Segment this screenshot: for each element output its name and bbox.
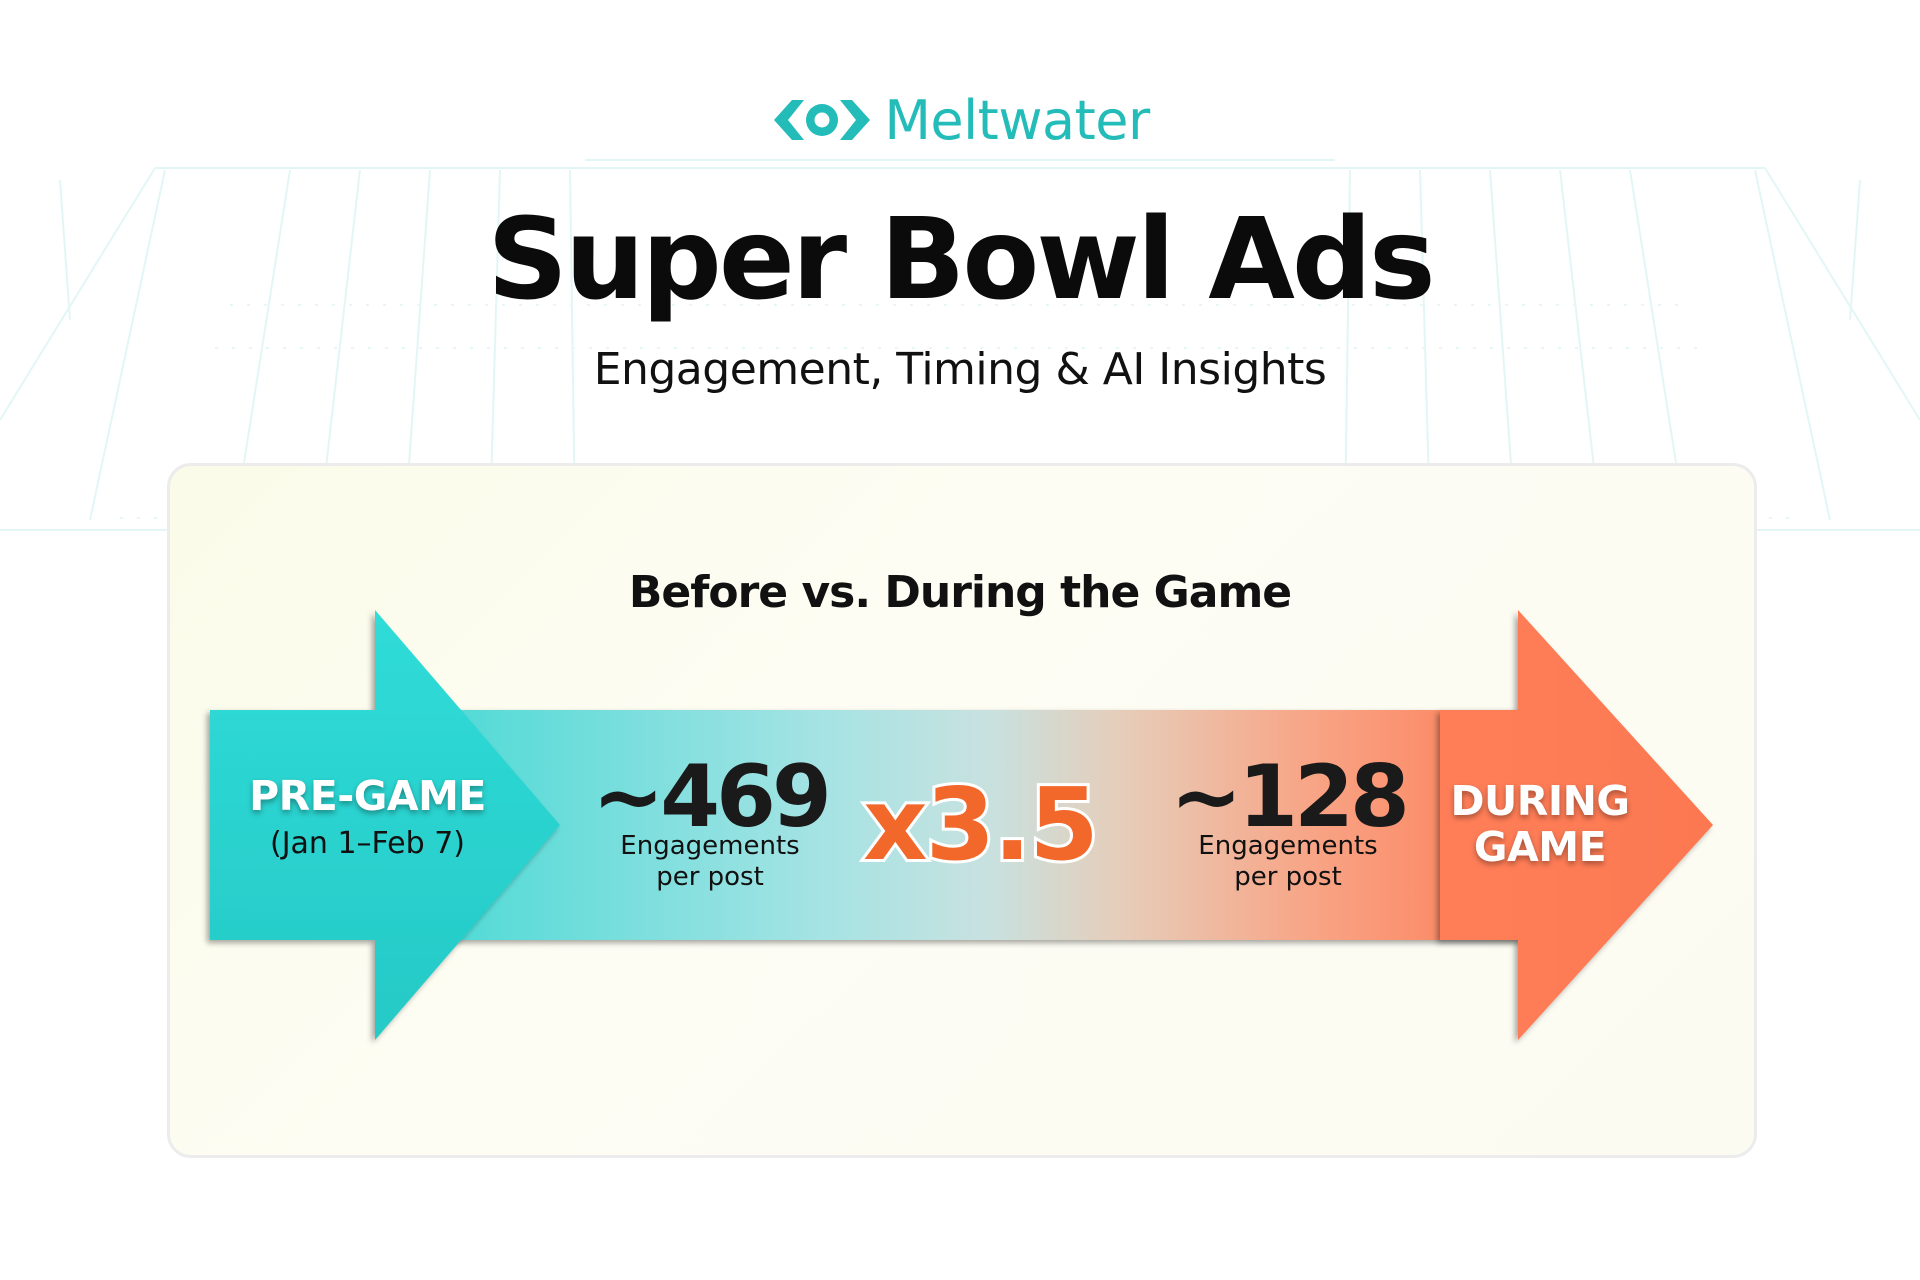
pre-game-unit-line1: Engagements: [620, 831, 800, 861]
arrow-band: [400, 710, 1560, 940]
during-game-unit-line2: per post: [1234, 862, 1342, 892]
meltwater-logo: Meltwater: [0, 88, 1920, 152]
during-game-unit-line1: Engagements: [1198, 831, 1378, 861]
pre-game-period: (Jan 1–Feb 7): [269, 826, 465, 861]
pre-game-unit-line2: per post: [656, 862, 764, 892]
during-game-label: DURING GAME: [1415, 778, 1665, 870]
comparison-title: Before vs. During the Game: [628, 567, 1292, 618]
page-subtitle: Engagement, Timing & AI Insights: [593, 344, 1327, 395]
during-game-value: ~128: [1170, 747, 1410, 847]
during-game-arrow: [1440, 610, 1713, 1040]
during-game-label-line2: GAME: [1473, 823, 1607, 871]
during-game-unit: Engagements per post: [1138, 831, 1438, 893]
multiplier-value: x3.5: [860, 766, 1102, 883]
pre-game-label: PRE-GAME: [249, 772, 486, 820]
pre-game-arrow: [210, 610, 560, 1040]
page-title: Super Bowl Ads: [487, 195, 1435, 325]
brand-name: Meltwater: [884, 88, 1150, 152]
during-game-label-line1: DURING: [1450, 777, 1630, 825]
pre-game-unit: Engagements per post: [560, 831, 860, 893]
meltwater-eye-icon: [774, 100, 871, 140]
pre-game-value: ~469: [592, 747, 832, 847]
